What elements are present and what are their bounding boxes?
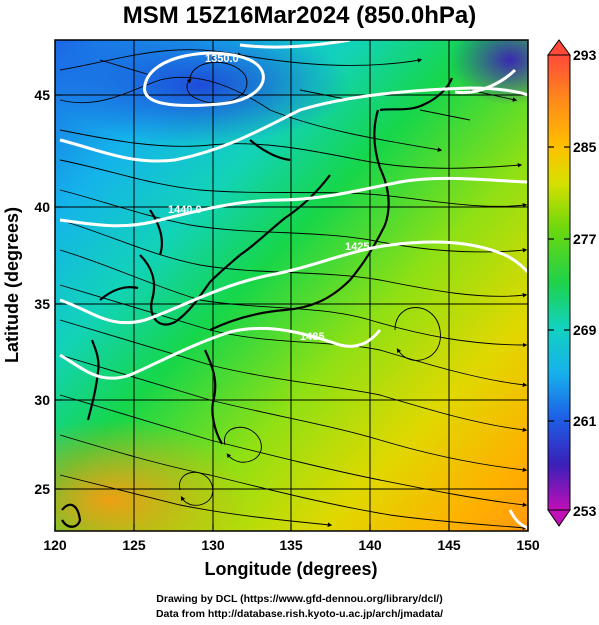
- x-tick-marks: [54, 524, 529, 531]
- x-tick-label: 130: [201, 537, 225, 553]
- credit-drawing: Drawing by DCL (https://www.gfd-dennou.o…: [156, 593, 443, 605]
- contour-label-1440: 1440.0: [168, 204, 202, 216]
- contour-label-1350: 1350.0: [205, 53, 239, 65]
- x-axis-title: Longitude (degrees): [204, 559, 377, 579]
- y-tick-label: 25: [34, 481, 50, 497]
- x-tick-label: 135: [279, 537, 303, 553]
- x-tick-labels: 120 125 130 135 140 145 150: [43, 537, 540, 553]
- y-tick-label: 35: [34, 296, 50, 312]
- y-tick-marks: [55, 94, 62, 490]
- x-tick-label: 140: [358, 537, 382, 553]
- y-tick-label: 30: [34, 392, 50, 408]
- colorbar-label: 261: [573, 413, 597, 429]
- graticule: [55, 40, 528, 531]
- temperature-field: [55, 40, 528, 531]
- x-tick-label: 150: [516, 537, 540, 553]
- y-tick-label: 40: [34, 199, 50, 215]
- colorbar-bar: [547, 54, 571, 511]
- credit-data: Data from http://database.rish.kyoto-u.a…: [155, 608, 444, 620]
- colorbar-label: 253: [573, 503, 597, 519]
- x-tick-label: 145: [437, 537, 461, 553]
- colorbar-label: 293: [573, 47, 597, 63]
- y-axis-title: Latitude (degrees): [2, 207, 22, 363]
- coastlines: [61, 77, 454, 528]
- y-tick-labels: 25 30 35 40 45: [34, 87, 50, 497]
- map-title: MSM 15Z16Mar2024 (850.0hPa): [122, 2, 477, 29]
- colorbar-label: 269: [573, 322, 597, 338]
- height-contours: [59, 40, 528, 530]
- colorbar-lower-triangle: [547, 509, 571, 527]
- contour-line-top: [239, 40, 351, 49]
- y-tick-label: 45: [34, 87, 50, 103]
- colorbar: 293 285 277 269 261 253: [547, 39, 597, 527]
- contour-labels: 1350.0 1440.0 1425 1485: [168, 53, 369, 343]
- x-tick-label: 125: [122, 537, 146, 553]
- contour-label-1485: 1485: [300, 331, 324, 343]
- contour-label-1425: 1425: [345, 241, 369, 253]
- colorbar-label: 285: [573, 139, 597, 155]
- x-tick-label: 120: [43, 537, 67, 553]
- colorbar-upper-triangle: [547, 39, 571, 56]
- colorbar-label: 277: [573, 231, 597, 247]
